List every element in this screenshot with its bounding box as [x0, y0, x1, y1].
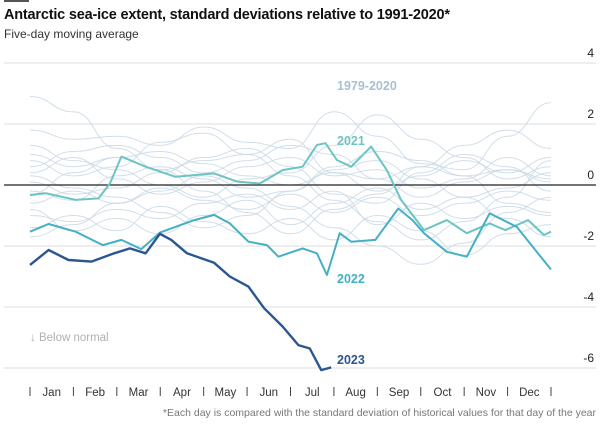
historical-series-line — [29, 150, 552, 229]
footnote: *Each day is compared with the standard … — [162, 407, 596, 419]
below-normal-annotation: ↓ Below normal — [30, 332, 109, 344]
historical-series-line — [29, 175, 552, 265]
x-tick-label: Jun — [260, 387, 279, 399]
x-tick-label: Dec — [519, 387, 540, 399]
label-2021: 2021 — [337, 134, 365, 148]
historical-series-line — [29, 187, 552, 238]
chart-title: Antarctic sea-ice extent, standard devia… — [4, 7, 450, 23]
label-2022: 2022 — [337, 272, 365, 286]
historical-series-line — [29, 114, 552, 198]
historical-series-line — [29, 129, 552, 235]
historical-series-line — [29, 144, 552, 198]
historical-series-line — [29, 190, 552, 226]
y-tick-label: 0 — [587, 168, 594, 182]
historical-series-line — [29, 157, 552, 195]
historical-series-line — [29, 147, 552, 204]
y-tick-label: 4 — [587, 46, 594, 60]
x-tick-label: Mar — [129, 387, 149, 399]
label-2023: 2023 — [337, 353, 365, 367]
historical-series-line — [29, 102, 552, 171]
series-line-2023 — [29, 232, 332, 372]
series-line-2021 — [29, 142, 552, 236]
x-tick-label: Jul — [305, 387, 320, 399]
x-tick-label: Oct — [434, 387, 453, 399]
x-tick-label: Feb — [85, 387, 105, 399]
label-1979-2020: 1979-2020 — [337, 79, 397, 93]
y-tick-label: -6 — [583, 351, 594, 365]
chart-subtitle: Five-day moving average — [4, 27, 139, 41]
x-tick-label: Sep — [389, 387, 409, 399]
historical-series-line — [29, 187, 552, 217]
y-tick-label: 2 — [587, 107, 594, 121]
x-tick-label: Apr — [173, 387, 191, 399]
x-tick-label: Nov — [476, 387, 497, 399]
top-rule — [4, 0, 29, 2]
x-tick-label: Aug — [345, 387, 365, 399]
y-tick-label: -4 — [583, 290, 594, 304]
y-tick-label: -2 — [583, 229, 594, 243]
series-line-2022 — [29, 207, 552, 276]
x-tick-label: Jan — [42, 387, 61, 399]
x-tick-label: May — [215, 387, 237, 399]
